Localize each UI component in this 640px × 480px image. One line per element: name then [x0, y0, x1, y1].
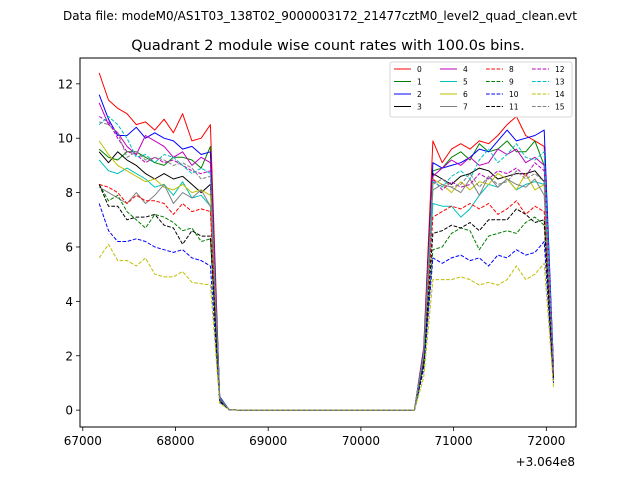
legend-label-11: 11	[509, 103, 519, 112]
x-tick-label: 69000	[249, 434, 287, 448]
x-tick-label: 68000	[156, 434, 194, 448]
series-line-14	[98, 243, 554, 411]
legend-label-8: 8	[509, 65, 514, 74]
legend-label-4: 4	[463, 65, 468, 74]
y-tick-label: 2	[65, 349, 73, 363]
series-layer	[98, 72, 554, 411]
y-tick-label: 8	[65, 186, 73, 200]
legend-label-3: 3	[417, 103, 422, 112]
x-axis: 67000 68000 69000 70000 71000 72000	[64, 427, 565, 448]
legend-label-12: 12	[555, 65, 565, 74]
x-tick-label: 71000	[435, 434, 473, 448]
y-tick-label: 10	[58, 132, 73, 146]
legend-label-1: 1	[417, 78, 422, 87]
legend-label-14: 14	[555, 90, 565, 99]
y-tick-label: 6	[65, 240, 73, 254]
legend-label-7: 7	[463, 103, 468, 112]
legend-label-0: 0	[417, 65, 422, 74]
legend-label-13: 13	[555, 78, 565, 87]
x-tick-label: 72000	[527, 434, 565, 448]
series-line-15	[99, 121, 554, 411]
x-tick-label: 67000	[64, 434, 102, 448]
legend-label-5: 5	[463, 78, 468, 87]
x-tick-label: 70000	[342, 434, 380, 448]
legend-label-2: 2	[417, 90, 422, 99]
legend-label-9: 9	[509, 78, 514, 87]
legend-frame	[389, 61, 573, 118]
y-tick-label: 4	[65, 295, 73, 309]
plot-frame	[79, 57, 577, 428]
x-offset-label: +3.064e8	[516, 455, 575, 469]
legend-label-6: 6	[463, 90, 468, 99]
chart-title: Quadrant 2 module wise count rates with …	[131, 38, 525, 54]
y-tick-label: 12	[58, 77, 73, 91]
plot-area	[80, 58, 576, 427]
figure-suptitle: Data file: modeM0/AS1T03_138T02_90000031…	[63, 9, 577, 23]
legend-label-15: 15	[555, 103, 565, 112]
y-axis: 0 2 4 6 8 10 12	[58, 77, 80, 418]
legend-label-10: 10	[509, 90, 519, 99]
y-tick-label: 0	[65, 404, 73, 418]
